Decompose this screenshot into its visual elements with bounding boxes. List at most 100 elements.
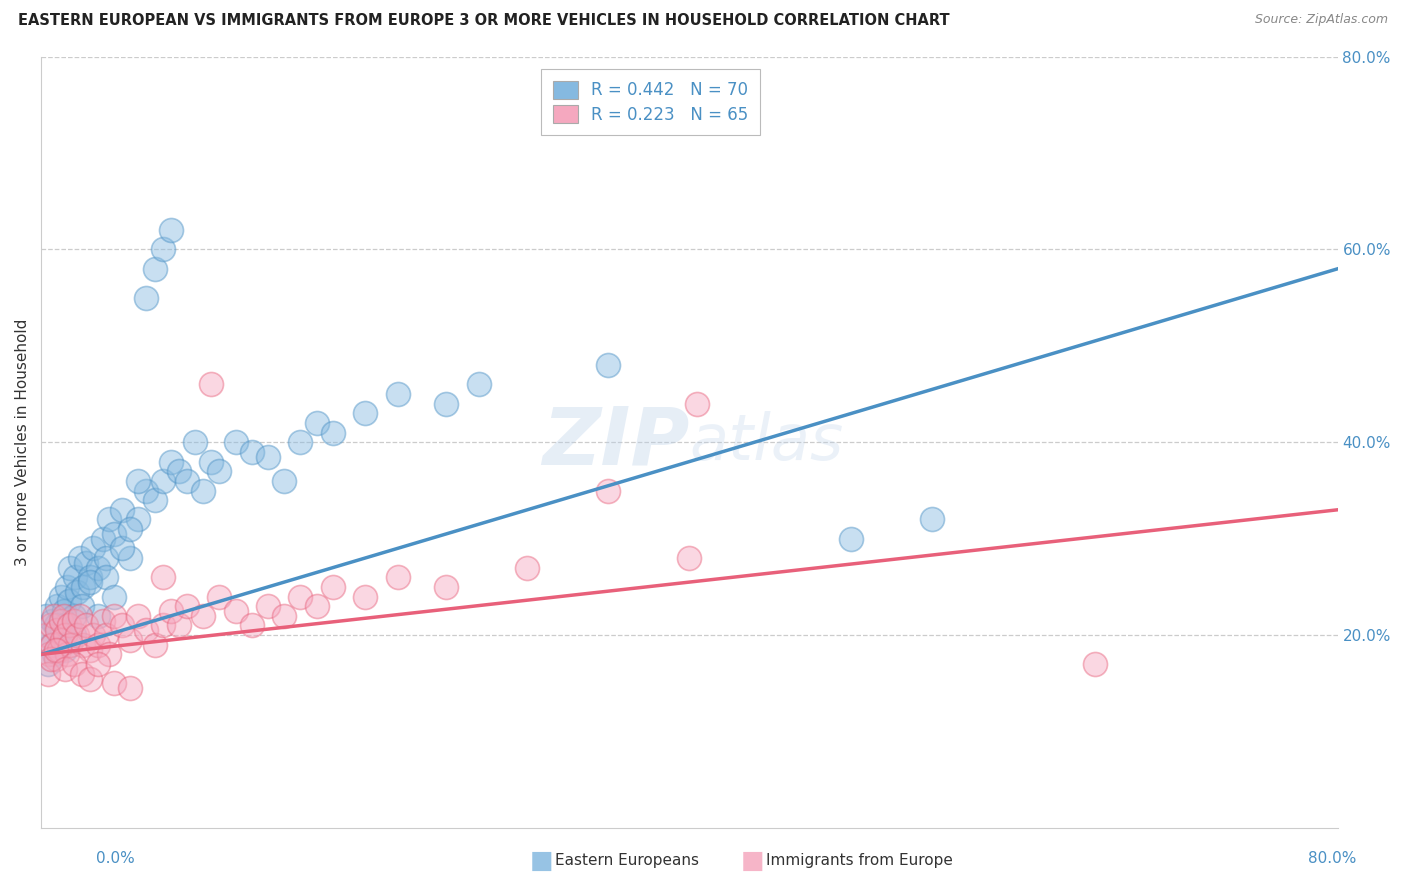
Point	[103, 527, 125, 541]
Point	[62, 628, 84, 642]
Point	[143, 638, 166, 652]
Point	[322, 580, 344, 594]
Point	[63, 570, 86, 584]
Point	[120, 632, 142, 647]
Point	[516, 560, 538, 574]
Point	[1083, 657, 1105, 671]
Point	[103, 608, 125, 623]
Point	[387, 570, 409, 584]
Point	[94, 628, 117, 642]
Point	[79, 575, 101, 590]
Point	[69, 608, 91, 623]
Point	[59, 638, 82, 652]
Point	[152, 618, 174, 632]
Point	[225, 435, 247, 450]
Point	[120, 681, 142, 695]
Point	[686, 397, 709, 411]
Point	[41, 614, 63, 628]
Point	[152, 570, 174, 584]
Legend: R = 0.442   N = 70, R = 0.223   N = 65: R = 0.442 N = 70, R = 0.223 N = 65	[541, 69, 759, 136]
Point	[45, 618, 67, 632]
Point	[42, 608, 65, 623]
Point	[225, 604, 247, 618]
Point	[208, 590, 231, 604]
Point	[152, 474, 174, 488]
Point	[135, 291, 157, 305]
Point	[598, 483, 620, 498]
Point	[37, 666, 59, 681]
Point	[91, 532, 114, 546]
Text: Immigrants from Europe: Immigrants from Europe	[766, 854, 953, 868]
Point	[94, 570, 117, 584]
Point	[72, 580, 94, 594]
Point	[51, 624, 73, 638]
Point	[135, 624, 157, 638]
Point	[167, 464, 190, 478]
Text: atlas: atlas	[689, 411, 844, 474]
Text: ZIP: ZIP	[541, 403, 689, 482]
Text: Source: ZipAtlas.com: Source: ZipAtlas.com	[1254, 13, 1388, 27]
Point	[35, 608, 58, 623]
Point	[120, 522, 142, 536]
Point	[240, 445, 263, 459]
Point	[51, 632, 73, 647]
Point	[55, 628, 77, 642]
Point	[52, 604, 75, 618]
Point	[48, 642, 70, 657]
Point	[79, 642, 101, 657]
Point	[257, 599, 280, 614]
Point	[82, 541, 104, 556]
Point	[49, 614, 72, 628]
Point	[58, 594, 80, 608]
Y-axis label: 3 or more Vehicles in Household: 3 or more Vehicles in Household	[15, 318, 30, 566]
Point	[184, 435, 207, 450]
Text: EASTERN EUROPEAN VS IMMIGRANTS FROM EUROPE 3 OR MORE VEHICLES IN HOUSEHOLD CORRE: EASTERN EUROPEAN VS IMMIGRANTS FROM EURO…	[18, 13, 950, 29]
Point	[76, 618, 98, 632]
Point	[167, 618, 190, 632]
Point	[103, 590, 125, 604]
Point	[135, 483, 157, 498]
Point	[921, 512, 943, 526]
Point	[111, 618, 134, 632]
Point	[62, 657, 84, 671]
Point	[39, 652, 62, 666]
Point	[79, 672, 101, 686]
Point	[91, 614, 114, 628]
Point	[66, 628, 89, 642]
Point	[434, 580, 457, 594]
Point	[59, 560, 82, 574]
Point	[87, 657, 110, 671]
Point	[55, 642, 77, 657]
Point	[94, 551, 117, 566]
Point	[208, 464, 231, 478]
Point	[240, 618, 263, 632]
Point	[434, 397, 457, 411]
Point	[35, 628, 58, 642]
Point	[72, 638, 94, 652]
Point	[387, 387, 409, 401]
Point	[62, 614, 84, 628]
Point	[159, 454, 181, 468]
Point	[305, 416, 328, 430]
Point	[48, 638, 70, 652]
Text: ■: ■	[530, 849, 553, 872]
Text: 80.0%: 80.0%	[1309, 851, 1357, 865]
Point	[841, 532, 863, 546]
Point	[70, 599, 93, 614]
Point	[45, 652, 67, 666]
Point	[111, 541, 134, 556]
Point	[46, 599, 69, 614]
Point	[87, 560, 110, 574]
Point	[120, 551, 142, 566]
Point	[127, 474, 149, 488]
Point	[193, 483, 215, 498]
Point	[87, 608, 110, 623]
Point	[66, 584, 89, 599]
Point	[45, 642, 67, 657]
Point	[49, 590, 72, 604]
Point	[111, 503, 134, 517]
Point	[55, 618, 77, 632]
Point	[69, 551, 91, 566]
Point	[46, 624, 69, 638]
Point	[176, 599, 198, 614]
